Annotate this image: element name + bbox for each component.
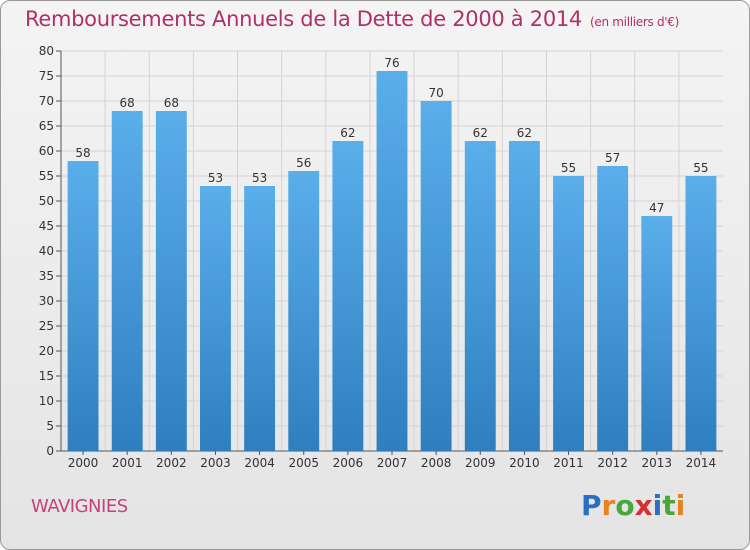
y-tick-label: 60 [39, 144, 54, 158]
bar-2000 [67, 161, 99, 451]
y-tick-label: 50 [39, 194, 54, 208]
value-label-2007: 76 [384, 56, 399, 70]
bar-2008 [420, 101, 452, 451]
x-tick-label-2013: 2013 [642, 456, 673, 470]
value-label-2002: 68 [164, 96, 179, 110]
value-label-2003: 53 [208, 171, 223, 185]
y-tick-label: 30 [39, 294, 54, 308]
y-tick-label: 25 [39, 319, 54, 333]
bar-2005 [288, 171, 320, 451]
value-label-2005: 56 [296, 156, 311, 170]
value-label-2011: 55 [561, 161, 576, 175]
value-label-2013: 47 [649, 201, 664, 215]
value-label-2004: 53 [252, 171, 267, 185]
value-label-2006: 62 [340, 126, 355, 140]
x-tick-label-2010: 2010 [509, 456, 540, 470]
chart-title: Remboursements Annuels de la Dette de 20… [25, 7, 679, 31]
bar-2007 [376, 71, 408, 451]
bar-2003 [200, 186, 231, 451]
y-tick-label: 15 [39, 369, 54, 383]
y-tick-label: 70 [39, 94, 54, 108]
y-tick-label: 55 [39, 169, 54, 183]
y-tick-label: 40 [39, 244, 54, 258]
value-label-2014: 55 [693, 161, 708, 175]
chart-unit-note: (en milliers d'€) [590, 15, 680, 29]
logo-letter: i [675, 489, 686, 522]
value-labels: 58 68 68 53 53 56 62 76 70 62 62 55 57 47 55 [75, 56, 708, 215]
y-tick-label: 75 [39, 69, 54, 83]
logo-letter: P [581, 489, 602, 522]
bar-2014 [685, 176, 717, 451]
value-label-2010: 62 [517, 126, 532, 140]
y-tick-label: 35 [39, 269, 54, 283]
x-tick-label-2011: 2011 [553, 456, 584, 470]
x-tick-label-2001: 2001 [112, 456, 143, 470]
axes: 0 5 10 15 20 25 30 35 40 45 50 55 60 65 70 75 80 2000 2001… [39, 44, 723, 470]
value-label-2008: 70 [428, 86, 443, 100]
value-label-2001: 68 [120, 96, 135, 110]
y-tick-label: 10 [39, 394, 54, 408]
chart-title-text: Remboursements Annuels de la Dette de 20… [25, 7, 582, 31]
x-tick-label-2002: 2002 [156, 456, 187, 470]
bar-2004 [244, 186, 276, 451]
y-tick-label: 5 [46, 419, 54, 433]
x-tick-label-2009: 2009 [465, 456, 496, 470]
x-tick-label-2012: 2012 [597, 456, 628, 470]
y-tick-label: 80 [39, 44, 54, 58]
y-tick-label: 20 [39, 344, 54, 358]
x-tick-label-2005: 2005 [288, 456, 319, 470]
x-tick-label-2008: 2008 [421, 456, 452, 470]
bar-2002 [155, 111, 187, 451]
x-tick-label-2006: 2006 [333, 456, 364, 470]
bar-2010 [508, 141, 540, 451]
x-tick-label-2004: 2004 [244, 456, 275, 470]
value-label-2012: 57 [605, 151, 620, 165]
bar-2013 [641, 216, 673, 451]
proxiti-logo: Proxiti [581, 489, 685, 522]
value-label-2009: 62 [473, 126, 488, 140]
bar-2006 [332, 141, 364, 451]
bar-2011 [553, 176, 584, 451]
logo-letter: i [652, 489, 663, 522]
y-tick-label: 65 [39, 119, 54, 133]
logo-letter: o [615, 489, 635, 522]
bar-2012 [597, 166, 629, 451]
x-tick-label-2000: 2000 [68, 456, 99, 470]
x-tick-label-2003: 2003 [200, 456, 231, 470]
bar-2009 [464, 141, 496, 451]
y-tick-label: 0 [46, 444, 54, 458]
logo-letter: r [601, 489, 616, 522]
logo-letter: t [662, 489, 676, 522]
x-tick-label-2007: 2007 [377, 456, 408, 470]
x-tick-label-2014: 2014 [686, 456, 717, 470]
commune-name: WAVIGNIES [31, 496, 128, 517]
value-label-2000: 58 [75, 146, 90, 160]
logo-letter: x [634, 489, 653, 522]
y-tick-label: 45 [39, 219, 54, 233]
bars [67, 71, 717, 451]
bar-2001 [111, 111, 143, 451]
